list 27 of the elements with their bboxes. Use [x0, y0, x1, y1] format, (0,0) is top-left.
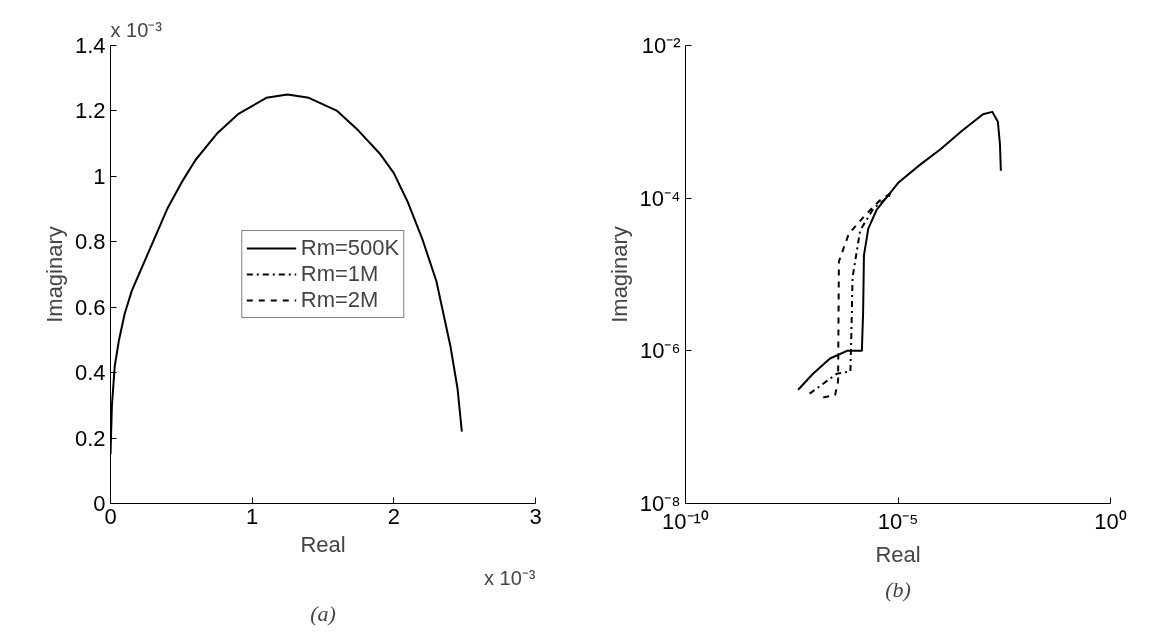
- x-tick-label: 10⁰: [1094, 508, 1127, 534]
- legend-label: Rm=2M: [300, 287, 379, 313]
- y-tick-label: 0.4: [74, 360, 106, 386]
- y-axis-title: Imaginary: [606, 226, 632, 323]
- text: (a): [310, 600, 336, 626]
- y-tick-label: 10⁻²: [641, 33, 681, 58]
- y-tick-label: 0.8: [74, 229, 106, 255]
- x-axis-title: Real: [300, 531, 346, 557]
- x-tick-label: 3: [529, 503, 542, 529]
- y-tick-label: 10⁻⁶: [639, 338, 681, 364]
- y-axis-title: Imaginary: [41, 226, 67, 323]
- y-tick-label: 1: [93, 163, 106, 189]
- x-axis-title: Real: [875, 541, 921, 567]
- y-tick-label: 10⁻⁴: [639, 185, 681, 211]
- y-tick-label: 1.4: [74, 33, 106, 58]
- text: x 10⁻³: [484, 566, 536, 589]
- x-tick-label: 10⁻¹⁰: [662, 508, 709, 534]
- text: (b): [885, 576, 911, 602]
- legend-label: Rm=500K: [300, 235, 400, 261]
- x-tick-label: 1: [246, 503, 259, 529]
- x-tick-label: 2: [387, 503, 400, 529]
- x-tick-label: 10⁻⁵: [877, 508, 919, 534]
- legend-label: Rm=1M: [300, 261, 379, 287]
- y-tick-label: 0.6: [74, 294, 106, 320]
- y-tick-label: 0.2: [74, 425, 106, 451]
- y-tick-label: 1.2: [74, 98, 106, 124]
- text: x 10⁻³: [110, 18, 163, 41]
